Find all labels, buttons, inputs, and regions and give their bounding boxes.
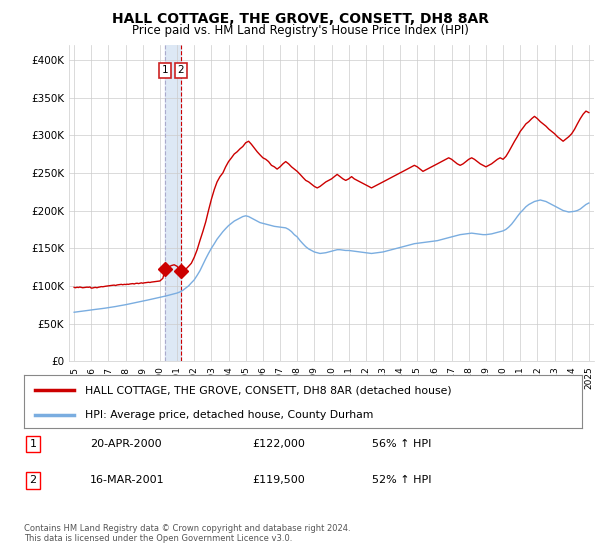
Text: 1: 1 (162, 65, 169, 75)
Text: Price paid vs. HM Land Registry's House Price Index (HPI): Price paid vs. HM Land Registry's House … (131, 24, 469, 36)
Bar (165, 45, 181, 361)
Text: 2: 2 (178, 65, 184, 75)
Text: HALL COTTAGE, THE GROVE, CONSETT, DH8 8AR (detached house): HALL COTTAGE, THE GROVE, CONSETT, DH8 8A… (85, 385, 452, 395)
Text: 20-APR-2000: 20-APR-2000 (90, 439, 161, 449)
Text: £122,000: £122,000 (252, 439, 305, 449)
Text: 2: 2 (29, 475, 37, 486)
Text: 56% ↑ HPI: 56% ↑ HPI (372, 439, 431, 449)
Text: £119,500: £119,500 (252, 475, 305, 486)
Text: 1: 1 (29, 439, 37, 449)
Text: 52% ↑ HPI: 52% ↑ HPI (372, 475, 431, 486)
Text: HPI: Average price, detached house, County Durham: HPI: Average price, detached house, Coun… (85, 410, 374, 420)
Text: Contains HM Land Registry data © Crown copyright and database right 2024.
This d: Contains HM Land Registry data © Crown c… (24, 524, 350, 543)
Text: HALL COTTAGE, THE GROVE, CONSETT, DH8 8AR: HALL COTTAGE, THE GROVE, CONSETT, DH8 8A… (112, 12, 488, 26)
Text: 16-MAR-2001: 16-MAR-2001 (90, 475, 164, 486)
